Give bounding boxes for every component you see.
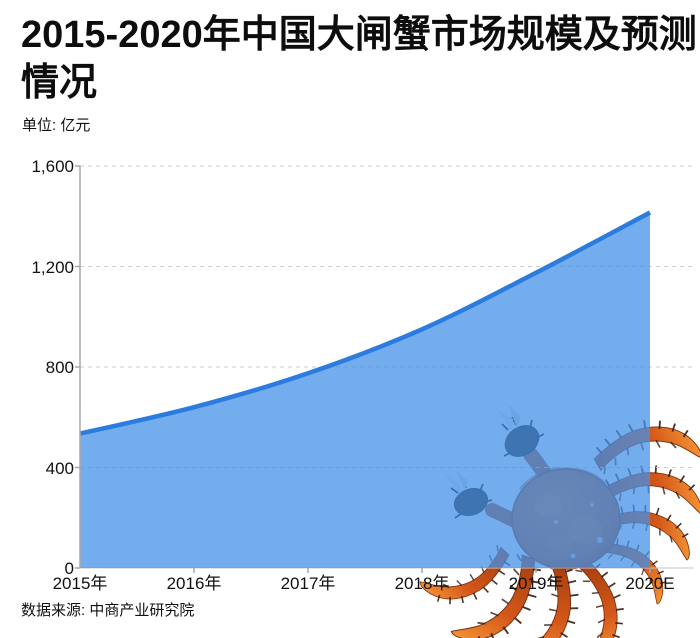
- chart-title: 2015-2020年中国大闸蟹市场规模及预测情况: [21, 14, 697, 104]
- y-tick-label: 1,600: [31, 157, 74, 176]
- x-tick-label: 2019年: [508, 574, 564, 593]
- crab-image: [418, 402, 700, 638]
- crab-claw-upper: [497, 404, 545, 457]
- x-tick-label: 2018年: [394, 574, 450, 593]
- crab-claw-lower: [444, 469, 493, 519]
- y-tick-label: 1,200: [31, 257, 74, 277]
- trend-line: [79, 210, 652, 436]
- x-tick-label: 2020E: [625, 574, 675, 593]
- area-fill: [80, 212, 650, 568]
- source-label: 数据来源: 中商产业研究院: [21, 602, 195, 619]
- x-tick-label: 2016年: [166, 574, 222, 593]
- axes: [75, 165, 651, 573]
- gridlines: [80, 165, 694, 569]
- y-tick-label: 0: [64, 559, 74, 578]
- x-tick-label: 2017年: [280, 574, 336, 593]
- y-tick-label: 400: [45, 458, 74, 478]
- unit-label: 单位: 亿元: [22, 117, 91, 134]
- x-tick-label: 2015年: [52, 574, 108, 593]
- y-tick-label: 800: [45, 358, 74, 377]
